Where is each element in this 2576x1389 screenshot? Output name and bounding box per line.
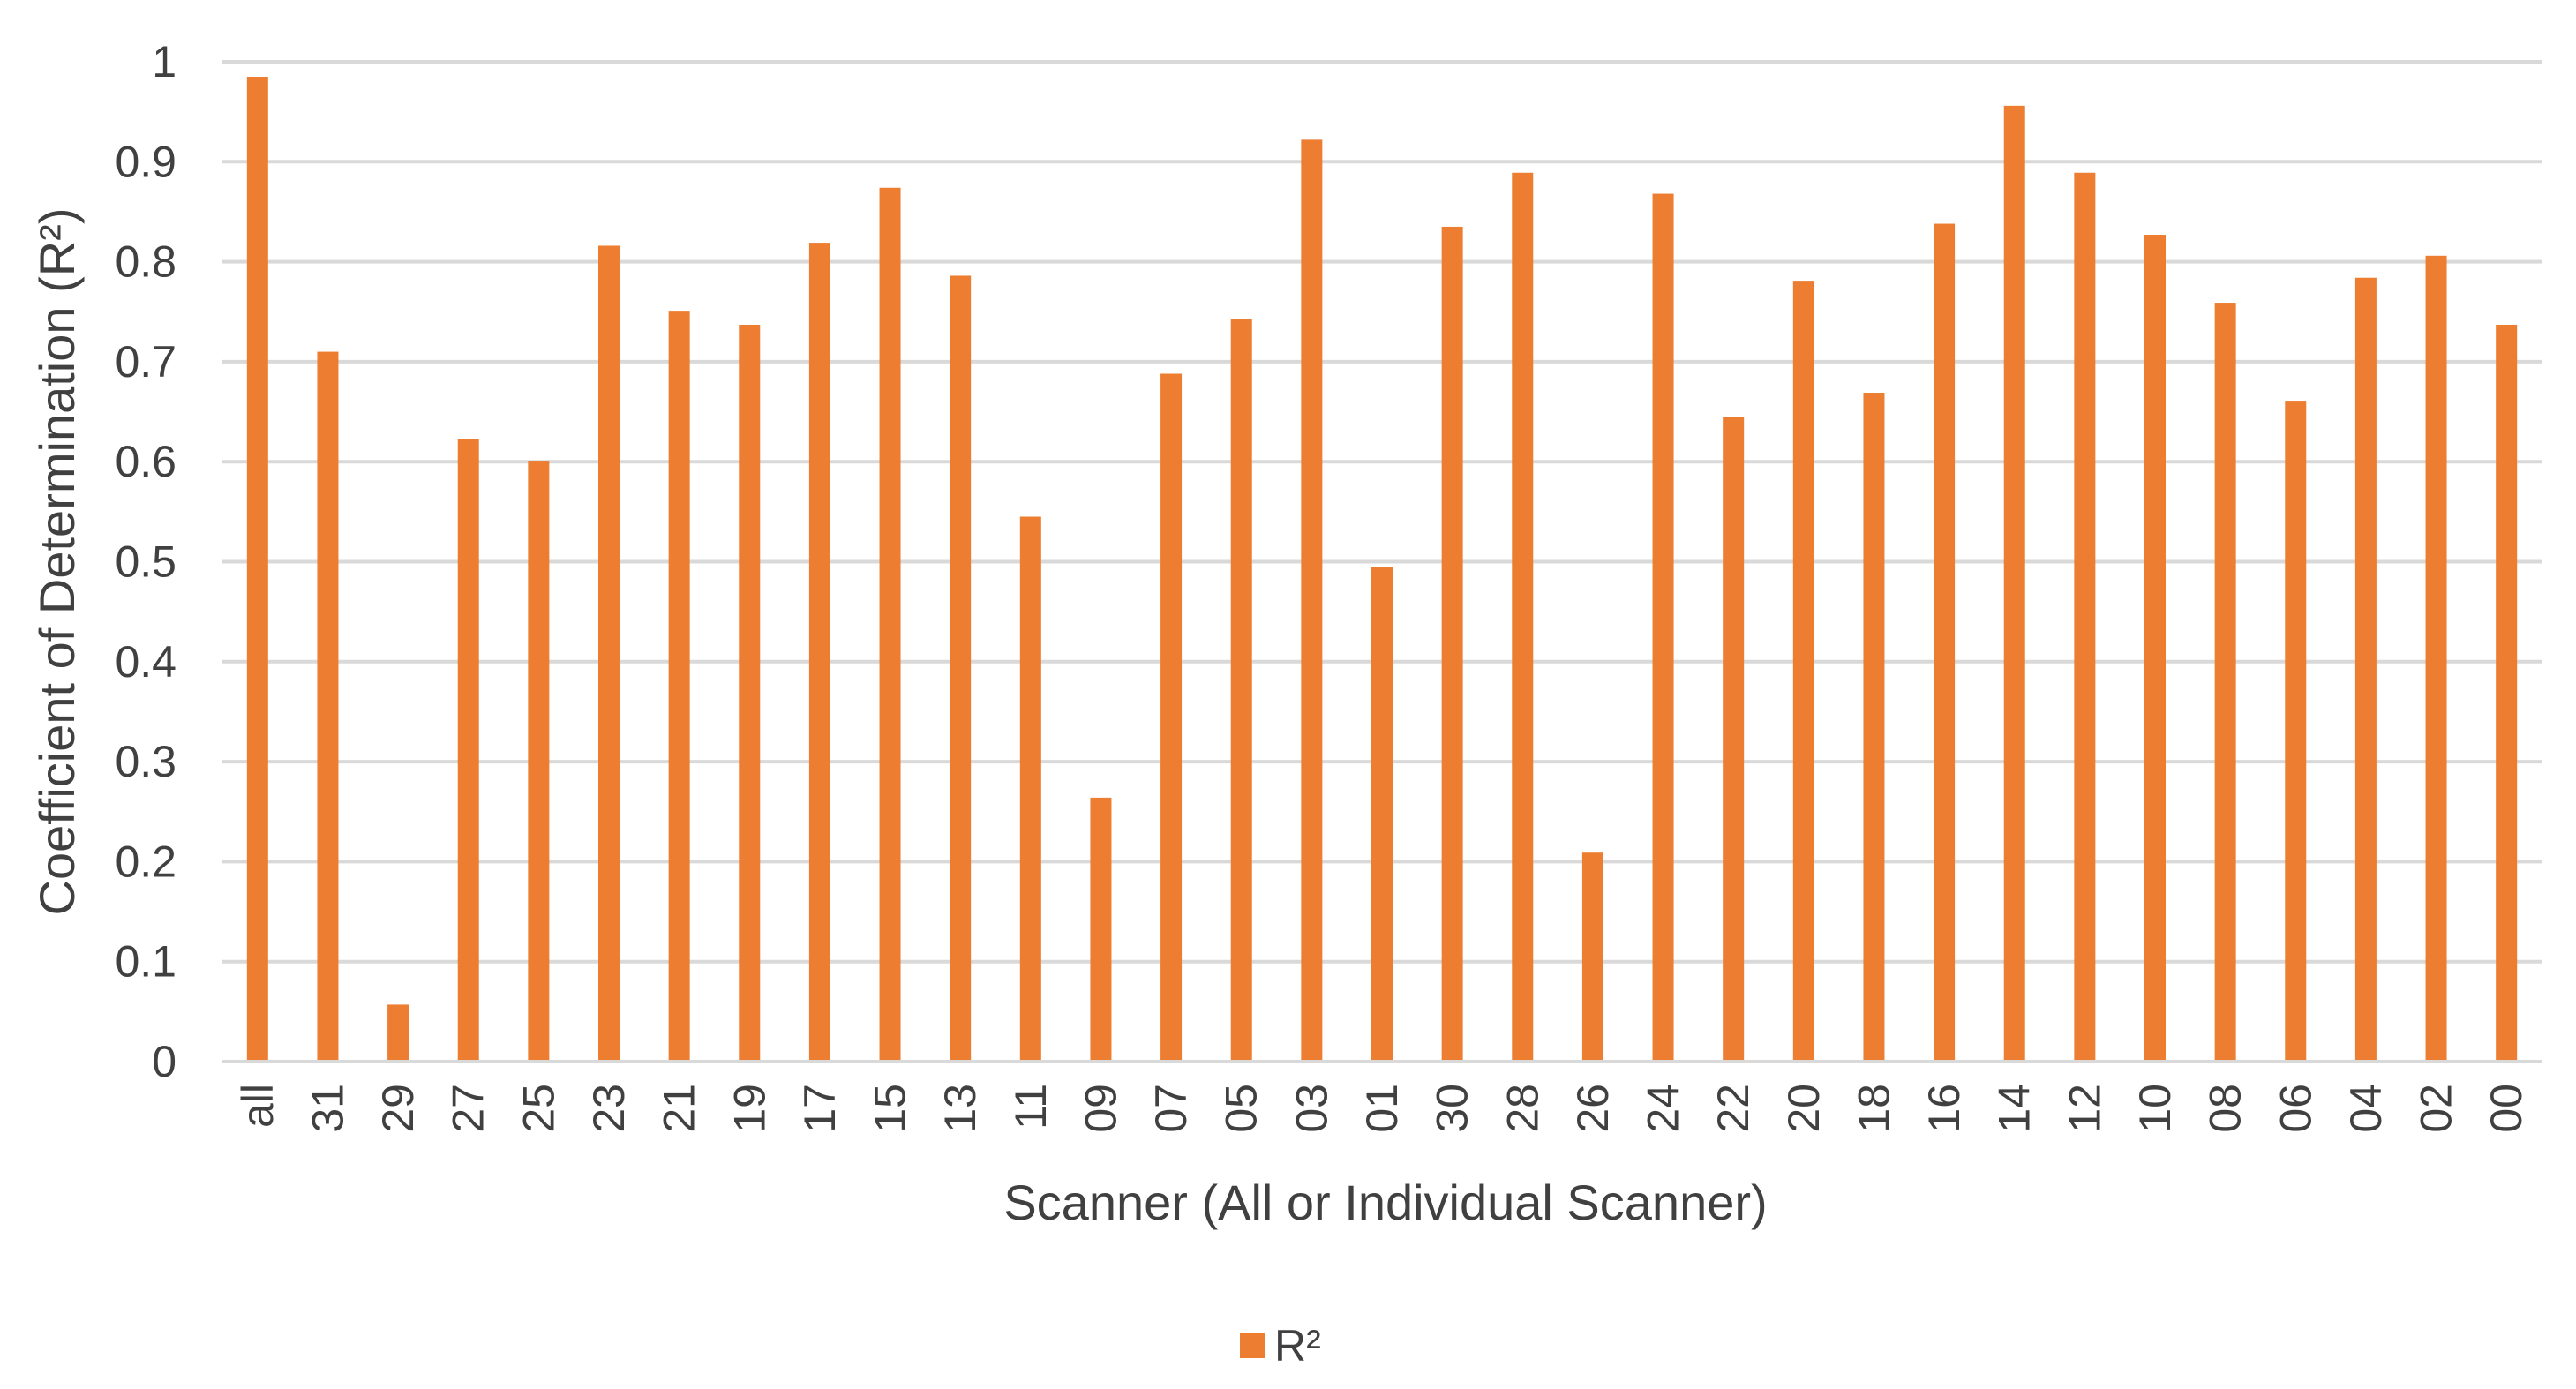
x-tick-label: 24 bbox=[1639, 1084, 1688, 1133]
x-tick-label: 30 bbox=[1428, 1084, 1477, 1133]
x-tick-label: 22 bbox=[1709, 1084, 1758, 1133]
bar-16 bbox=[1934, 223, 1956, 1062]
x-tick-label: 00 bbox=[2482, 1084, 2531, 1133]
bar-05 bbox=[1230, 319, 1252, 1062]
x-tick-label: 23 bbox=[584, 1084, 634, 1133]
x-tick-label: 28 bbox=[1498, 1084, 1547, 1133]
x-tick-label: 25 bbox=[514, 1084, 563, 1133]
y-tick-label: 0.8 bbox=[115, 237, 176, 287]
y-axis-title: Coefficient of Determination (R²) bbox=[29, 208, 85, 916]
x-tick-label: 19 bbox=[725, 1084, 774, 1133]
x-tick-label: 07 bbox=[1146, 1084, 1196, 1133]
x-tick-label: 14 bbox=[1990, 1084, 2039, 1133]
bar-15 bbox=[879, 187, 901, 1062]
bar-26 bbox=[1581, 852, 1603, 1062]
bar-23 bbox=[598, 245, 620, 1062]
x-axis-ticks: all 31 29 27 25 23 21 19 17 15 13 11 09 07 05 03 01 30 28 2… bbox=[233, 1084, 2531, 1133]
y-tick-label: 0.4 bbox=[115, 637, 176, 687]
y-tick-label: 1 bbox=[152, 37, 176, 86]
bar-17 bbox=[808, 243, 830, 1062]
x-tick-label: 04 bbox=[2341, 1084, 2391, 1133]
x-tick-label: 17 bbox=[795, 1084, 845, 1133]
x-tick-label: 13 bbox=[935, 1084, 985, 1133]
bar-01 bbox=[1371, 567, 1393, 1062]
legend-label-r2: R² bbox=[1274, 1321, 1321, 1370]
x-tick-label: 05 bbox=[1217, 1084, 1266, 1133]
y-tick-label: 0.5 bbox=[115, 537, 176, 587]
bar-all bbox=[246, 76, 268, 1062]
bar-22 bbox=[1723, 417, 1745, 1062]
bar-29 bbox=[387, 1004, 409, 1062]
x-tick-label: all bbox=[233, 1084, 282, 1128]
x-tick-label: 18 bbox=[1849, 1084, 1898, 1133]
x-tick-label: 16 bbox=[1919, 1084, 1969, 1133]
y-tick-label: 0.6 bbox=[115, 437, 176, 486]
x-axis-title: Scanner (All or Individual Scanner) bbox=[1003, 1175, 1767, 1230]
x-tick-label: 01 bbox=[1357, 1084, 1407, 1133]
x-tick-label: 20 bbox=[1779, 1084, 1829, 1133]
bar-07 bbox=[1160, 373, 1183, 1062]
bars bbox=[246, 76, 2518, 1062]
x-tick-label: 02 bbox=[2412, 1084, 2461, 1133]
legend-swatch-r2 bbox=[1240, 1333, 1265, 1358]
bar-02 bbox=[2425, 255, 2447, 1062]
x-tick-label: 12 bbox=[2060, 1084, 2109, 1133]
bar-10 bbox=[2144, 235, 2166, 1062]
y-tick-label: 0.2 bbox=[115, 837, 176, 886]
bar-31 bbox=[317, 351, 339, 1062]
bar-18 bbox=[1863, 393, 1885, 1062]
bar-12 bbox=[2074, 172, 2096, 1062]
y-tick-label: 0.1 bbox=[115, 937, 176, 987]
bar-00 bbox=[2496, 324, 2518, 1062]
bar-24 bbox=[1652, 193, 1674, 1062]
y-tick-label: 0.7 bbox=[115, 337, 176, 387]
bar-30 bbox=[1441, 226, 1463, 1062]
bar-25 bbox=[528, 461, 550, 1062]
x-tick-label: 26 bbox=[1568, 1084, 1618, 1133]
bar-06 bbox=[2285, 401, 2307, 1062]
x-tick-label: 09 bbox=[1076, 1084, 1125, 1133]
x-tick-label: 31 bbox=[303, 1084, 352, 1133]
bar-19 bbox=[739, 324, 761, 1062]
x-tick-label: 03 bbox=[1287, 1084, 1336, 1133]
bar-13 bbox=[950, 275, 972, 1062]
x-tick-label: 27 bbox=[444, 1084, 493, 1133]
x-tick-label: 06 bbox=[2271, 1084, 2320, 1133]
y-tick-label: 0.3 bbox=[115, 737, 176, 786]
bar-20 bbox=[1792, 281, 1814, 1062]
legend: R² bbox=[1240, 1321, 1321, 1370]
x-tick-label: 15 bbox=[866, 1084, 915, 1133]
bar-28 bbox=[1512, 172, 1534, 1062]
x-tick-label: 21 bbox=[655, 1084, 704, 1133]
bar-21 bbox=[668, 311, 690, 1062]
y-axis-ticks: 0 0.1 0.2 0.3 0.4 0.5 0.6 0.7 0.8 0.9 1 bbox=[115, 37, 176, 1086]
x-tick-label: 11 bbox=[1006, 1084, 1055, 1130]
bar-04 bbox=[2354, 277, 2377, 1062]
bar-03 bbox=[1301, 139, 1323, 1062]
bar-14 bbox=[2003, 105, 2025, 1062]
bar-11 bbox=[1019, 516, 1041, 1062]
x-tick-label: 10 bbox=[2130, 1084, 2180, 1133]
bar-08 bbox=[2214, 303, 2236, 1062]
bar-27 bbox=[457, 439, 479, 1062]
y-tick-label: 0.9 bbox=[115, 137, 176, 186]
bar-09 bbox=[1090, 797, 1112, 1062]
x-tick-label: 08 bbox=[2201, 1084, 2250, 1133]
y-tick-label: 0 bbox=[152, 1037, 176, 1086]
x-tick-label: 29 bbox=[373, 1084, 423, 1133]
